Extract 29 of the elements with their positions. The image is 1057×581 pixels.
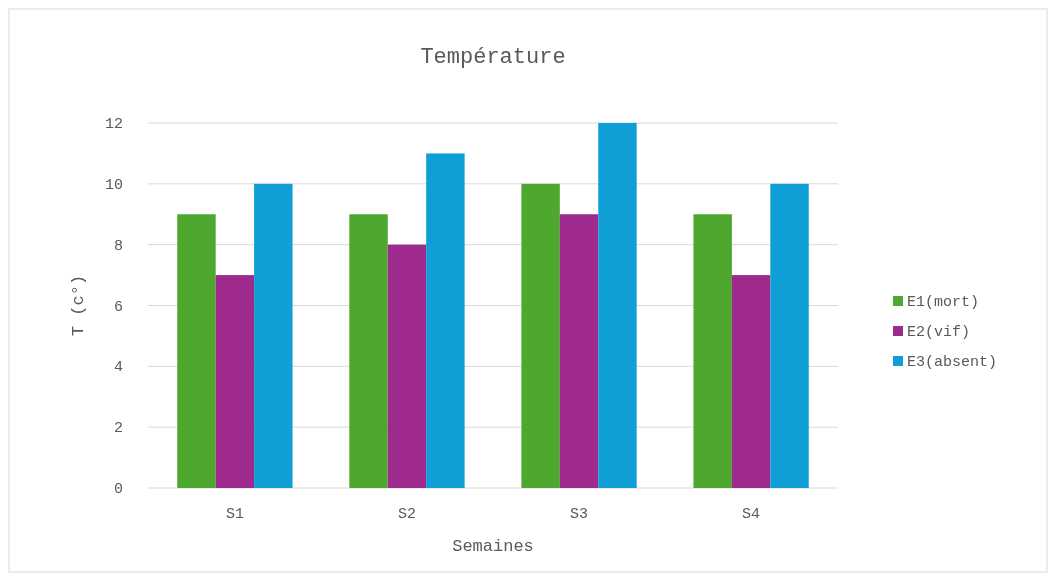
bar	[177, 214, 216, 488]
bar	[598, 123, 637, 488]
bar	[426, 153, 465, 488]
bar	[215, 275, 255, 488]
bar	[254, 183, 293, 488]
y-tick-label: 0	[113, 481, 123, 498]
chart-title: Température	[420, 45, 566, 70]
y-axis-title: T (c°)	[69, 274, 88, 337]
y-tick-label: 8	[113, 237, 123, 255]
legend-label: E2(vif)	[907, 324, 971, 341]
x-tick-label: S3	[570, 506, 589, 523]
bar	[731, 275, 771, 488]
x-tick-label: S1	[225, 506, 244, 523]
y-tick-label: 2	[113, 420, 123, 438]
bar	[387, 244, 427, 488]
bar	[521, 183, 560, 488]
bar	[770, 183, 809, 488]
x-axis-title: Semaines	[452, 537, 534, 556]
x-tick-label: S2	[397, 506, 416, 523]
bar	[349, 214, 388, 488]
legend-label: E1(mort)	[907, 294, 980, 311]
bar	[693, 214, 732, 488]
legend-label: E3(absent)	[907, 354, 998, 371]
x-tick-label: S4	[742, 506, 761, 523]
y-tick-label: 4	[113, 359, 123, 377]
y-tick-label: 12	[104, 116, 123, 133]
y-tick-label: 6	[113, 298, 123, 316]
y-tick-label: 10	[104, 176, 123, 194]
bar	[559, 214, 599, 488]
